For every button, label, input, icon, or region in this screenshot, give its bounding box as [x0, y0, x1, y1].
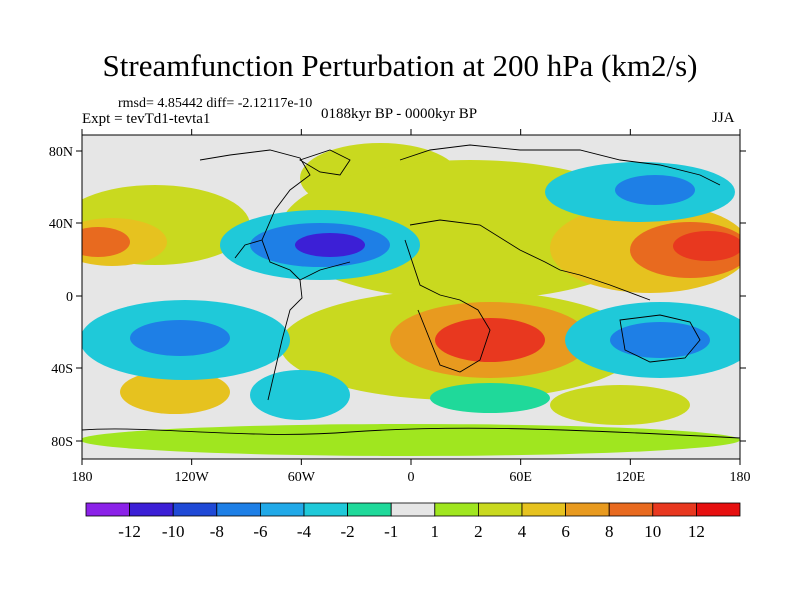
- lat-tick-label: 80S: [51, 435, 73, 450]
- eurasia-south-coastline: [409, 219, 651, 301]
- antarctica-coastline: [82, 427, 740, 439]
- colorbar-label: 8: [605, 522, 614, 541]
- lat-tick-label: 80N: [49, 145, 73, 160]
- field-lobe: [130, 320, 230, 356]
- colorbar-label: -12: [118, 522, 141, 541]
- africa-coastline: [404, 239, 491, 373]
- season-label: JJA: [712, 110, 735, 126]
- central-america-coastline: [234, 239, 263, 259]
- colorbar-swatch: [259, 502, 305, 517]
- colorbar-swatch: [347, 502, 392, 517]
- colorbar-label: -8: [210, 522, 224, 541]
- colorbar-swatch: [172, 502, 218, 517]
- lon-tick-label: 60W: [288, 470, 316, 485]
- colorbar-label: 10: [644, 522, 661, 541]
- coastlines: [82, 144, 740, 439]
- greenland-coastline: [298, 149, 351, 176]
- colorbar-swatch: [521, 502, 566, 517]
- australia-coastline: [619, 314, 701, 363]
- field-lobe: [120, 370, 230, 414]
- stats-text: rmsd= 4.85442 diff= -2.12117e-10: [118, 96, 313, 111]
- lon-tick-label: 60E: [509, 470, 532, 485]
- colorbar-label: -4: [297, 522, 312, 541]
- americas-coastline: [199, 149, 311, 401]
- colorbar-label: -1: [384, 522, 398, 541]
- colorbar-label: -2: [341, 522, 355, 541]
- lat-tick-label: 40N: [49, 217, 73, 232]
- colorbar-label: 6: [561, 522, 570, 541]
- longitude-axis: 180 120W 60W 0 60E 120E 180: [72, 129, 751, 485]
- colorbar-swatch: [477, 502, 523, 517]
- colorbar: -12 -10 -8 -6 -4 -2 -1 1 2 4 6 8 10 12: [85, 502, 741, 541]
- colorbar-swatch: [608, 502, 654, 517]
- colorbar-label: 4: [518, 522, 527, 541]
- field-lobe: [550, 385, 690, 425]
- colorbar-label: 2: [474, 522, 483, 541]
- colorbar-swatch: [696, 502, 741, 517]
- colorbar-swatch: [216, 502, 261, 517]
- field-lobe: [295, 233, 365, 257]
- colorbar-swatch: [434, 502, 479, 517]
- colorbar-label: -6: [253, 522, 267, 541]
- eurasia-north-coastline: [399, 144, 721, 186]
- colorbar-label: 12: [688, 522, 705, 541]
- field-lobe: [430, 383, 550, 413]
- map-area: [82, 135, 740, 459]
- colorbar-label: 1: [431, 522, 440, 541]
- lon-tick-label: 180: [72, 470, 93, 485]
- field-lobe: [82, 424, 740, 456]
- lat-tick-label: 0: [66, 290, 73, 305]
- field-lobe: [673, 231, 740, 261]
- colorbar-swatch: [652, 502, 697, 517]
- field-lobe: [250, 370, 350, 420]
- field-lobe: [615, 175, 695, 205]
- caribbean-coastline: [299, 261, 351, 281]
- colorbar-swatch: [129, 502, 174, 517]
- lon-tick-label: 180: [730, 470, 751, 485]
- colorbar-swatch: [303, 502, 348, 517]
- period-label: 0188kyr BP - 0000kyr BP: [321, 106, 478, 122]
- field-lobe: [82, 227, 130, 257]
- colorbar-label: -10: [162, 522, 185, 541]
- lon-tick-label: 0: [408, 470, 415, 485]
- colorbar-swatch: [85, 502, 130, 517]
- lat-tick-label: 40S: [51, 362, 73, 377]
- lon-tick-label: 120E: [616, 470, 646, 485]
- colorbar-swatch: [390, 502, 436, 517]
- field-lobe: [435, 318, 545, 362]
- latitude-axis: 80N 40N 0 40S 80S: [49, 145, 746, 450]
- colorbar-swatch: [565, 502, 610, 517]
- lon-tick-label: 120W: [175, 470, 210, 485]
- experiment-label: Expt = tevTd1-tevta1: [82, 111, 211, 127]
- plot-title: Streamfunction Perturbation at 200 hPa (…: [102, 48, 698, 83]
- field-lobe: [610, 322, 710, 358]
- streamfunction-field: [82, 143, 740, 456]
